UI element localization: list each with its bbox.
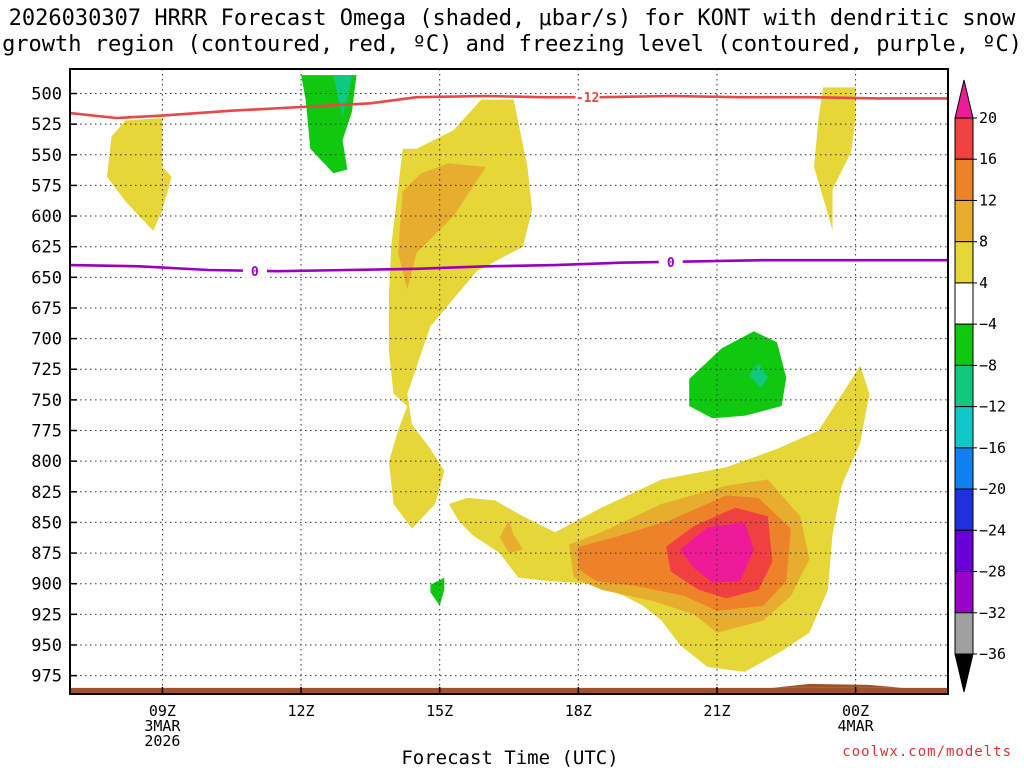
x-axis-label: Forecast Time (UTC) [401,747,618,768]
omega-region-14 [749,363,768,388]
y-tick-label-700: 700 [31,330,62,350]
omega-region-5 [499,520,523,554]
y-tick-label-725: 725 [31,360,62,380]
colorbar-label-2: 12 [979,191,997,209]
colorbar-segment-2 [954,199,974,243]
chart-title-line-2: growth region (contoured, red, ºC) and f… [2,32,1022,57]
freezing-contour-label-bg-0 [242,263,267,278]
y-tick-label-900: 900 [31,575,62,595]
x-tick-label-21-0: 21Z [703,702,730,720]
x-tick-label-15-0: 15Z [426,702,453,720]
freezing-contour-label-0: 0 [251,265,259,280]
dgz-contour-label-0: -12 [576,91,599,106]
y-tick-label-500: 500 [31,85,62,105]
omega-region-4 [398,163,486,290]
omega-region-11 [689,331,787,419]
colorbar-label-4: 4 [979,274,988,292]
colorbar-label-13: −36 [979,645,1006,663]
y-tick-label-550: 550 [31,146,62,166]
plot-frame [69,68,949,695]
terrain [70,683,948,694]
omega-region-12 [430,577,445,606]
colorbar-segment-6 [954,364,974,408]
dgz-contour-label-bg-0 [575,90,600,105]
omega-region-9 [680,522,754,583]
gridlines [70,69,948,694]
colorbar-label-0: 20 [979,109,997,127]
omega-region-2 [814,87,856,231]
colorbar-min-triangle [954,653,974,693]
colorbar-label-1: 16 [979,150,997,168]
dgz-contour-line [69,94,948,120]
y-tick-label-650: 650 [31,268,62,288]
colorbar-segment-11 [954,571,974,614]
colorbar-segment-3 [954,241,974,284]
colorbar-max-triangle [954,79,974,119]
x-tick-label-9-1: 3MAR [144,717,181,735]
omega-region-13 [333,75,352,116]
colorbar-segment-1 [954,158,974,201]
colorbar-segment-0 [954,117,974,160]
colorbar-segment-5 [954,323,974,366]
colorbar-segment-4 [954,282,974,325]
omega-region-1 [388,99,533,529]
colorbar-segment-8 [954,447,974,490]
y-tick-label-625: 625 [31,238,62,258]
colorbar-label-7: −12 [979,398,1006,416]
omega-shading [107,75,870,672]
y-tick-label-875: 875 [31,544,62,564]
chart-title-line-1: 2026030307 HRRR Forecast Omega (shaded, … [8,6,1016,31]
y-tick-label-925: 925 [31,605,62,625]
x-tick-label-9-2: 2026 [144,732,180,750]
y-tick-label-600: 600 [31,207,62,227]
y-tick-label-750: 750 [31,391,62,411]
freezing-contour-line [69,258,948,273]
colorbar-label-3: 8 [979,233,988,251]
x-tick-label-24-0: 00Z [842,702,869,720]
y-tick-label-675: 675 [31,299,62,319]
terrain-bump [772,683,902,688]
colorbar-segment-10 [954,529,974,573]
colorbar-label-10: −24 [979,521,1006,539]
y-tick-label-975: 975 [31,667,62,687]
colorbar-segment-7 [954,406,974,449]
colorbar-label-11: −28 [979,563,1006,581]
y-tick-label-850: 850 [31,513,62,533]
terrain-strip [70,687,948,694]
y-tick-label-525: 525 [31,115,62,135]
x-tick-label-12-0: 12Z [288,702,315,720]
y-tick-label-825: 825 [31,483,62,503]
axes: 500 525 550 575 600 625 650 675 700 725 750 775 800 8… [31,85,874,750]
y-tick-label-775: 775 [31,422,62,442]
temperature-contours: -12 0 0 [69,90,948,280]
colorbar: 20 16 12 8 4 −4 −8 −12 −16 −20 −24 −28 −32 −36 [954,79,1006,693]
x-tick-label-18-0: 18Z [565,702,592,720]
colorbar-segment-9 [954,488,974,531]
y-tick-label-575: 575 [31,176,62,196]
colorbar-label-9: −20 [979,480,1006,498]
colorbar-label-12: −32 [979,604,1006,622]
colorbar-label-6: −8 [979,356,997,374]
x-tick-label-9-0: 09Z [149,702,176,720]
colorbar-label-5: −4 [979,315,997,333]
colorbar-segment-12 [954,612,974,655]
watermark: coolwx.com/modelts [842,744,1012,760]
y-tick-label-950: 950 [31,636,62,656]
y-tick-label-800: 800 [31,452,62,472]
omega-region-0 [107,118,172,231]
x-tick-label-24-1: 4MAR [838,717,875,735]
freezing-contour-label-1: 0 [667,256,675,271]
freezing-contour-label-bg-1 [658,254,683,269]
colorbar-label-8: −16 [979,439,1006,457]
